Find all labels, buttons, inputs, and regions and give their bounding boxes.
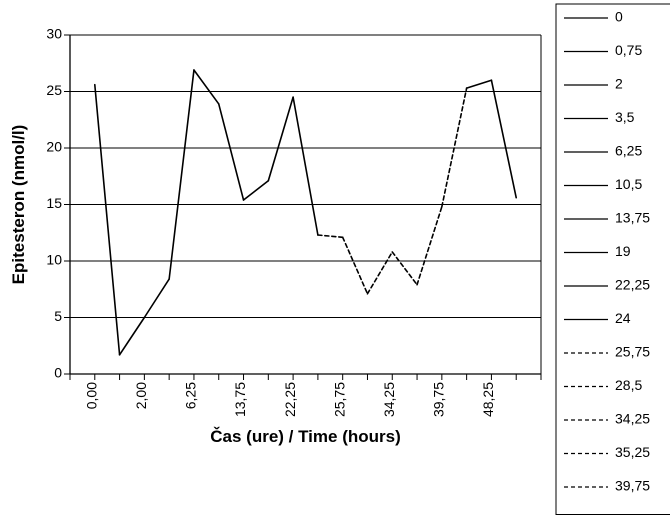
legend-label: 22,25 — [615, 277, 650, 293]
legend-box — [555, 3, 670, 515]
series-line-segment — [366, 251, 394, 295]
series-line-segment — [341, 236, 369, 295]
data-point — [416, 284, 418, 286]
legend-label: 35,25 — [615, 444, 650, 460]
data-point — [490, 79, 492, 81]
series-line-segment — [217, 103, 245, 201]
x-tick-label: 48,25 — [480, 382, 496, 417]
data-point — [466, 87, 468, 89]
series-line-segment — [168, 69, 195, 280]
data-point — [193, 69, 195, 71]
legend-label: 10,5 — [615, 176, 642, 192]
series-line-segment — [292, 96, 319, 236]
data-point — [218, 103, 220, 105]
series-line-segment — [118, 316, 146, 356]
legend-label: 0 — [615, 9, 623, 25]
y-tick-label: 0 — [54, 365, 62, 381]
data-point — [94, 84, 96, 86]
x-tick-label: 34,25 — [381, 382, 397, 417]
y-tick-label: 20 — [46, 139, 62, 155]
data-point — [366, 293, 368, 295]
x-tick-label: 25,75 — [331, 382, 347, 417]
series-line-segment — [416, 205, 443, 286]
series-line-segment — [267, 96, 294, 182]
data-point — [441, 206, 443, 208]
legend-label: 34,25 — [615, 411, 650, 427]
y-tick-label: 25 — [46, 82, 62, 98]
legend-label: 24 — [615, 310, 631, 326]
series-line-segment — [193, 69, 220, 105]
legend-label: 2 — [615, 76, 623, 92]
data-point — [243, 199, 245, 201]
y-tick-label: 10 — [46, 252, 62, 268]
y-tick-label: 30 — [46, 26, 62, 42]
series-line-segment — [391, 251, 418, 286]
series-line-segment — [490, 79, 518, 199]
x-tick-label: 6,25 — [183, 382, 199, 409]
legend-label: 13,75 — [615, 210, 650, 226]
data-point — [143, 317, 145, 319]
series-line-segment — [143, 278, 170, 319]
x-tick-label: 0,00 — [83, 382, 99, 409]
y-tick-label: 5 — [54, 308, 62, 324]
data-point — [317, 234, 319, 236]
x-tick-label: 39,75 — [431, 382, 447, 417]
y-tick-label: 15 — [46, 195, 62, 211]
data-point — [391, 251, 393, 253]
series-line-segment — [317, 234, 344, 239]
x-tick-label: 22,25 — [282, 382, 298, 417]
data-point — [292, 96, 294, 98]
legend-label: 28,5 — [615, 377, 642, 393]
x-tick-label: 13,75 — [232, 382, 248, 417]
x-axis-title: Čas (ure) / Time (hours) — [210, 427, 401, 446]
data-point — [515, 197, 517, 199]
data-point — [168, 278, 170, 280]
series-line-segment — [242, 179, 270, 201]
data-point — [267, 180, 269, 182]
legend-label: 6,25 — [615, 143, 642, 159]
legend-label: 39,75 — [615, 478, 650, 494]
data-point — [342, 236, 344, 238]
legend-label: 19 — [615, 243, 631, 259]
legend-label: 25,75 — [615, 344, 650, 360]
y-axis-title: Epitesteron (nmol/l) — [9, 125, 28, 285]
series-line-segment — [93, 83, 121, 356]
legend-label: 3,5 — [615, 109, 635, 125]
series-line-segment — [441, 87, 468, 208]
data-point — [119, 354, 121, 356]
x-tick-label: 2,00 — [133, 382, 149, 409]
series-line-segment — [465, 79, 493, 89]
legend-label: 0,75 — [615, 42, 642, 58]
